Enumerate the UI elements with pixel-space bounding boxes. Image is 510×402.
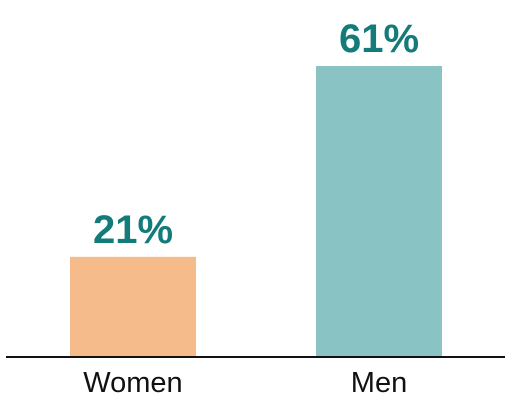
bars-group: [70, 66, 442, 357]
category-label-women: Women: [83, 367, 182, 399]
value-labels-group: 21% 61%: [93, 17, 419, 252]
bar-women: [70, 256, 196, 357]
category-label-men: Men: [351, 367, 407, 399]
category-labels-group: Women Men: [83, 367, 407, 399]
bar-men: [316, 66, 442, 357]
value-label-men: 61%: [339, 17, 419, 61]
value-label-women: 21%: [93, 208, 173, 252]
